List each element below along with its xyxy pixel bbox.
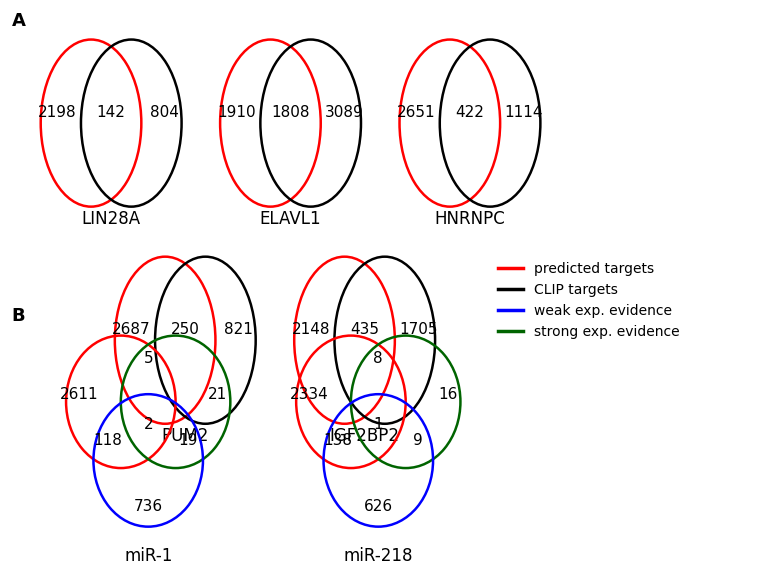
Text: 1910: 1910	[218, 105, 256, 120]
Text: B: B	[12, 307, 25, 325]
Text: 2651: 2651	[397, 105, 435, 120]
Text: 250: 250	[171, 322, 200, 337]
Text: 1114: 1114	[505, 105, 543, 120]
Text: 804: 804	[151, 105, 179, 120]
Legend: predicted targets, CLIP targets, weak exp. evidence, strong exp. evidence: predicted targets, CLIP targets, weak ex…	[498, 262, 680, 339]
Text: HNRNPC: HNRNPC	[434, 210, 505, 228]
Text: 626: 626	[363, 499, 393, 514]
Text: 435: 435	[350, 322, 379, 337]
Text: 821: 821	[225, 322, 254, 337]
Text: 21: 21	[208, 387, 227, 402]
Text: 2334: 2334	[289, 387, 328, 402]
Text: 3089: 3089	[324, 105, 363, 120]
Text: 19: 19	[179, 433, 198, 448]
Text: 142: 142	[97, 105, 126, 120]
Text: 736: 736	[133, 499, 163, 514]
Text: 2687: 2687	[112, 322, 151, 337]
Text: miR-1: miR-1	[124, 547, 172, 565]
Text: 1: 1	[374, 417, 383, 433]
Text: 5: 5	[144, 351, 153, 366]
Text: 422: 422	[456, 105, 484, 120]
Text: 2198: 2198	[38, 105, 76, 120]
Text: 2611: 2611	[59, 387, 98, 402]
Text: 1808: 1808	[271, 105, 310, 120]
Text: IGF2BP2: IGF2BP2	[330, 427, 399, 445]
Text: 2148: 2148	[292, 322, 330, 337]
Text: PUM2: PUM2	[161, 427, 209, 445]
Text: LIN28A: LIN28A	[82, 210, 140, 228]
Text: 9: 9	[413, 433, 424, 448]
Text: 8: 8	[374, 351, 383, 366]
Text: ELAVL1: ELAVL1	[260, 210, 321, 228]
Text: 2: 2	[144, 417, 153, 433]
Text: 1705: 1705	[399, 322, 438, 337]
Text: 118: 118	[94, 433, 122, 448]
Text: 16: 16	[438, 387, 458, 402]
Text: A: A	[12, 12, 26, 30]
Text: miR-218: miR-218	[343, 547, 413, 565]
Text: 138: 138	[324, 433, 353, 448]
